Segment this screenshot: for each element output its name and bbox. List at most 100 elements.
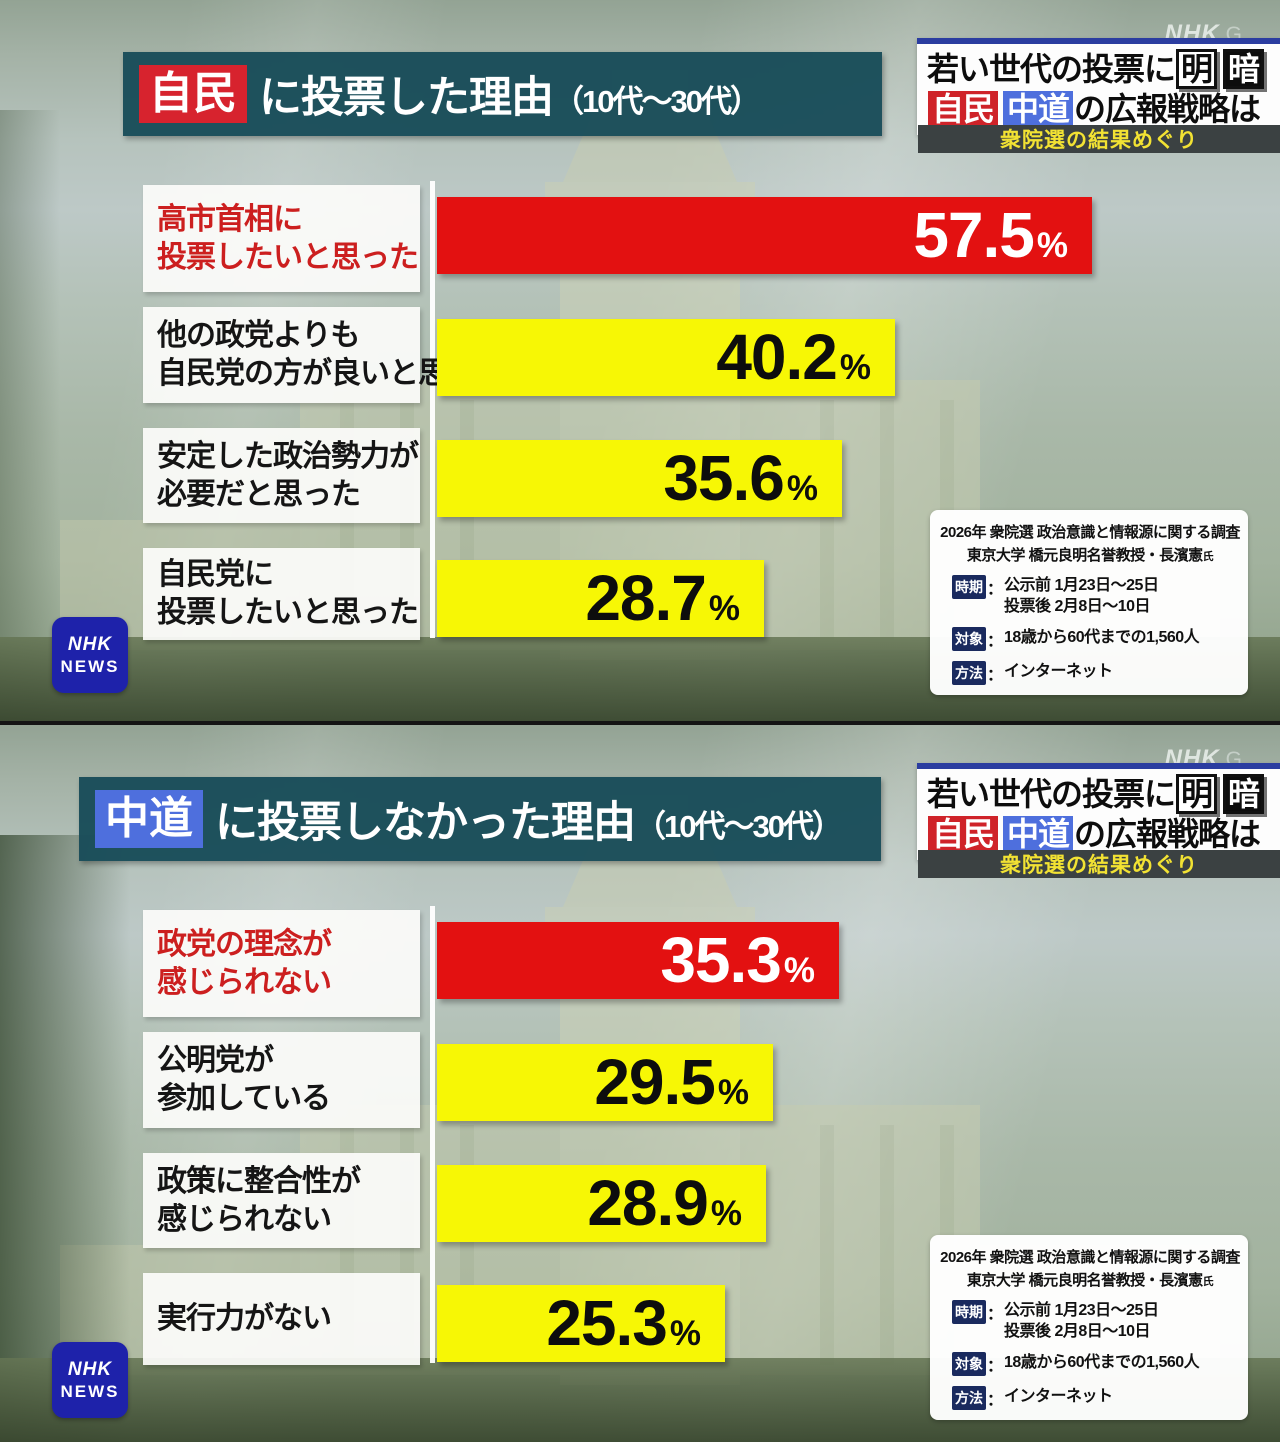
bar-label-line: 感じられない (157, 965, 332, 999)
survey-item-period: 時期 ： 公示前 1月23日～25日 投票後 2月8日～10日 (952, 1300, 1240, 1342)
survey-tag: 方法 (952, 661, 986, 685)
bar-label-line: 政策に整合性が (157, 1164, 361, 1198)
bar-label-line: 政党の理念が (157, 927, 332, 961)
headline-text: の広報戦略は (1074, 816, 1261, 852)
tag-bright: 明 (1176, 49, 1218, 89)
percent-sign: % (708, 589, 740, 628)
bar-value: 25.3 (546, 1287, 668, 1359)
subbar-text: 衆院選の結果めぐり (1000, 854, 1198, 877)
survey-tag: 時期 (952, 1300, 986, 1324)
tag-jimin: 自民 (928, 816, 999, 852)
tag-bright: 明 (1176, 774, 1218, 814)
bar-label: 高市首相に 投票したいと思った (143, 185, 420, 292)
chart-title-bar: 中道 に投票しなかった理由（10代～30代） (79, 777, 881, 861)
headline-subbar: 衆院選の結果めぐり (918, 850, 1280, 878)
bar-label: 公明党が 参加している (143, 1032, 420, 1128)
survey-value-line: インターネット (1004, 663, 1113, 680)
survey-author-suffix: 氏 (1202, 551, 1214, 563)
bar: 40.2% (437, 319, 895, 396)
bar-label: 安定した政治勢力が 必要だと思った (143, 428, 420, 523)
nhk-news-logo-nhk: NHK (67, 1358, 113, 1380)
headline-text: 若い世代の投票に (927, 776, 1176, 812)
survey-value: 公示前 1月23日～25日 投票後 2月8日～10日 (1004, 1300, 1159, 1342)
survey-value-line: インターネット (1004, 1388, 1113, 1405)
bar: 28.7% (437, 560, 764, 637)
tag-dark: 暗 (1223, 49, 1265, 89)
bar: 28.9% (437, 1165, 766, 1242)
colon: ： (987, 581, 1004, 598)
colon: ： (987, 1306, 1004, 1323)
bar-label-line: 必要だと思った (157, 477, 361, 511)
chart-title-bar: 自民 に投票した理由（10代～30代） (123, 52, 882, 136)
bar-value: 28.9 (587, 1167, 709, 1239)
survey-value-line: 公示前 1月23日～25日 (1004, 1302, 1159, 1319)
chart-title-rest: に投票した理由 (259, 74, 554, 122)
axis-baseline (430, 906, 435, 1363)
chart-title-suffix: （10代～30代） (635, 809, 843, 844)
percent-sign: % (669, 1314, 701, 1353)
colon: ： (987, 633, 1004, 650)
bar-label: 政策に整合性が 感じられない (143, 1153, 420, 1248)
headline-line-2: 自民 中道 の広報戦略は (927, 89, 1280, 129)
survey-value-line: 18歳から60代までの1,560人 (1004, 1354, 1200, 1371)
bar-label-line: 投票したいと思った (157, 596, 419, 629)
survey-value: 18歳から60代までの1,560人 (1004, 627, 1200, 648)
survey-value-line: 18歳から60代までの1,560人 (1004, 629, 1200, 646)
survey-tag: 対象 (952, 627, 986, 651)
trees-left (0, 835, 130, 1442)
tag-dark: 暗 (1223, 774, 1265, 814)
survey-info-box: 2026年 衆院選 政治意識と情報源に関する調査 東京大学 橋元良明名誉教授・長… (930, 510, 1248, 695)
bar-label: 政党の理念が 感じられない (143, 910, 420, 1017)
survey-tag: 時期 (952, 575, 986, 599)
panel-chudo: NHK G 若い世代の投票に明暗 自民 中道 の広報戦略は 衆院選の結果めぐり 中道… (0, 721, 1280, 1442)
bar-value: 35.6 (663, 442, 785, 514)
survey-tag: 対象 (952, 1352, 986, 1376)
nhk-news-logo-nhk: NHK (67, 633, 113, 655)
survey-value-line: 投票後 2月8日～10日 (1004, 1323, 1151, 1340)
colon: ： (987, 1392, 1004, 1409)
percent-sign: % (783, 951, 815, 990)
survey-value: 公示前 1月23日～25日 投票後 2月8日～10日 (1004, 575, 1159, 617)
headline-line-1: 若い世代の投票に明暗 (927, 49, 1280, 89)
bar: 35.3% (437, 922, 839, 999)
subbar-text: 衆院選の結果めぐり (1000, 129, 1198, 152)
chart-title-text: に投票した理由（10代～30代） (259, 63, 761, 125)
bar: 57.5% (437, 197, 1092, 274)
colon: ： (987, 667, 1004, 684)
tag-chudo: 中道 (1003, 91, 1074, 127)
bar-label-line: 高市首相に (157, 202, 303, 236)
axis-baseline (430, 181, 435, 638)
survey-title: 2026年 衆院選 政治意識と情報源に関する調査 (940, 1249, 1240, 1266)
headline-box: 若い世代の投票に明暗 自民 中道 の広報戦略は (917, 38, 1280, 135)
survey-author-name: 東京大学 橋元良明名誉教授・長濱憲 (966, 547, 1203, 564)
survey-author: 東京大学 橋元良明名誉教授・長濱憲氏 (940, 544, 1240, 565)
survey-author: 東京大学 橋元良明名誉教授・長濱憲氏 (940, 1269, 1240, 1290)
bar-label: 他の政党よりも 自民党の方が良いと思った (143, 307, 506, 403)
bar-value: 29.5 (594, 1046, 716, 1118)
survey-value-line: 投票後 2月8日～10日 (1004, 598, 1151, 615)
chart-title-suffix: （10代～30代） (553, 84, 761, 119)
survey-item-subjects: 対象 ： 18歳から60代までの1,560人 (952, 627, 1240, 651)
survey-value-line: 公示前 1月23日～25日 (1004, 577, 1159, 594)
bar: 35.6% (437, 440, 842, 517)
nhk-news-logo-news: NEWS (60, 1381, 120, 1401)
panel-jimin: NHK G 若い世代の投票に明暗 自民 中道 の広報戦略は 衆院選の結果めぐり 自民… (0, 0, 1280, 721)
tag-chudo: 中道 (1003, 816, 1074, 852)
bar-value: 35.3 (660, 924, 782, 996)
bar-label-line: 投票したいと思った (157, 240, 419, 274)
percent-sign: % (710, 1194, 742, 1233)
survey-author-suffix: 氏 (1202, 1276, 1214, 1288)
survey-author-name: 東京大学 橋元良明名誉教授・長濱憲 (966, 1272, 1203, 1289)
percent-sign: % (786, 469, 818, 508)
bar: 25.3% (437, 1285, 725, 1362)
survey-value: インターネット (1004, 1386, 1113, 1407)
bar-label-line: 感じられない (157, 1202, 332, 1236)
chart-title-text: に投票しなかった理由（10代～30代） (215, 788, 843, 850)
percent-sign: % (717, 1073, 749, 1112)
headline-box: 若い世代の投票に明暗 自民 中道 の広報戦略は (917, 763, 1280, 860)
percent-sign: % (1036, 226, 1068, 265)
survey-tag: 方法 (952, 1386, 986, 1410)
survey-item-subjects: 対象 ： 18歳から60代までの1,560人 (952, 1352, 1240, 1376)
bar-value: 28.7 (585, 562, 707, 634)
chart-title-tag: 自民 (139, 65, 247, 123)
